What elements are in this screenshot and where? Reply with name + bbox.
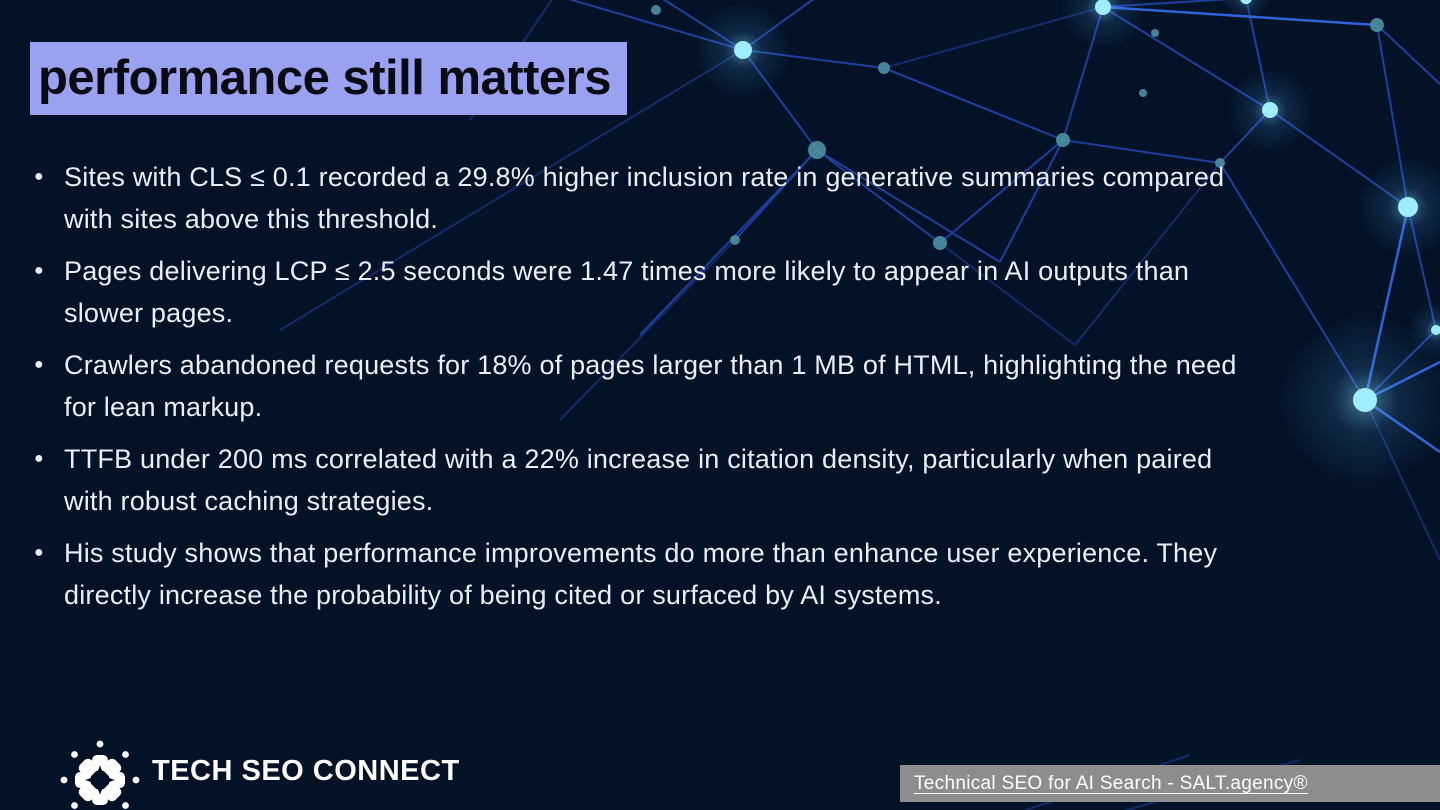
bullet-text: TTFB under 200 ms correlated with a 22% … [64, 444, 1213, 516]
bullet-text: Sites with CLS ≤ 0.1 recorded a 29.8% hi… [64, 162, 1225, 234]
slide-title: performance still matters [30, 42, 627, 115]
bullet-text: Pages delivering LCP ≤ 2.5 seconds were … [64, 256, 1190, 328]
bullet-item: ● Sites with CLS ≤ 0.1 recorded a 29.8% … [34, 156, 1249, 240]
logo-text: TECH SEO CONNECT [152, 754, 460, 787]
network-nodes-muted [651, 5, 1384, 250]
network-nodes-bright [734, 0, 1440, 412]
bullet-item: ● TTFB under 200 ms correlated with a 22… [34, 438, 1249, 522]
bullet-item: ● His study shows that performance impro… [34, 532, 1249, 616]
attribution-link[interactable]: Technical SEO for AI Search - SALT.agenc… [914, 772, 1308, 794]
attribution-bar: Technical SEO for AI Search - SALT.agenc… [900, 765, 1440, 802]
bullet-dot: ● [34, 168, 44, 185]
bullet-dot: ● [34, 356, 44, 373]
tech-seo-connect-logo: TECH SEO CONNECT [56, 732, 460, 810]
bullet-item: ● Pages delivering LCP ≤ 2.5 seconds wer… [34, 250, 1249, 334]
bullet-dot: ● [34, 544, 44, 561]
bullet-list: ● Sites with CLS ≤ 0.1 recorded a 29.8% … [34, 156, 1249, 626]
bullet-dot: ● [34, 262, 44, 279]
bullet-dot: ● [34, 450, 44, 467]
logo-snowflake-icon [60, 740, 140, 809]
bullet-text: Crawlers abandoned requests for 18% of p… [64, 350, 1237, 422]
bullet-item: ● Crawlers abandoned requests for 18% of… [34, 344, 1249, 428]
bullet-text: His study shows that performance improve… [64, 538, 1218, 610]
